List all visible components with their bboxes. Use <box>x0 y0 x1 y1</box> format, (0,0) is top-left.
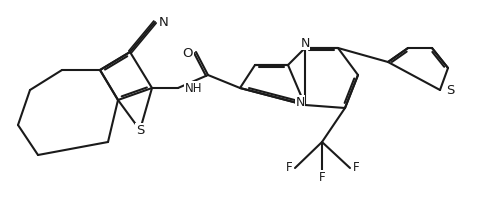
Text: N: N <box>300 37 310 50</box>
Text: N: N <box>295 95 305 108</box>
Text: S: S <box>446 84 454 97</box>
Text: S: S <box>136 123 144 136</box>
Text: F: F <box>353 161 360 174</box>
Text: F: F <box>319 170 325 183</box>
Text: N: N <box>159 15 169 29</box>
Text: O: O <box>183 46 193 59</box>
Text: NH: NH <box>185 81 203 95</box>
Text: F: F <box>285 161 292 174</box>
